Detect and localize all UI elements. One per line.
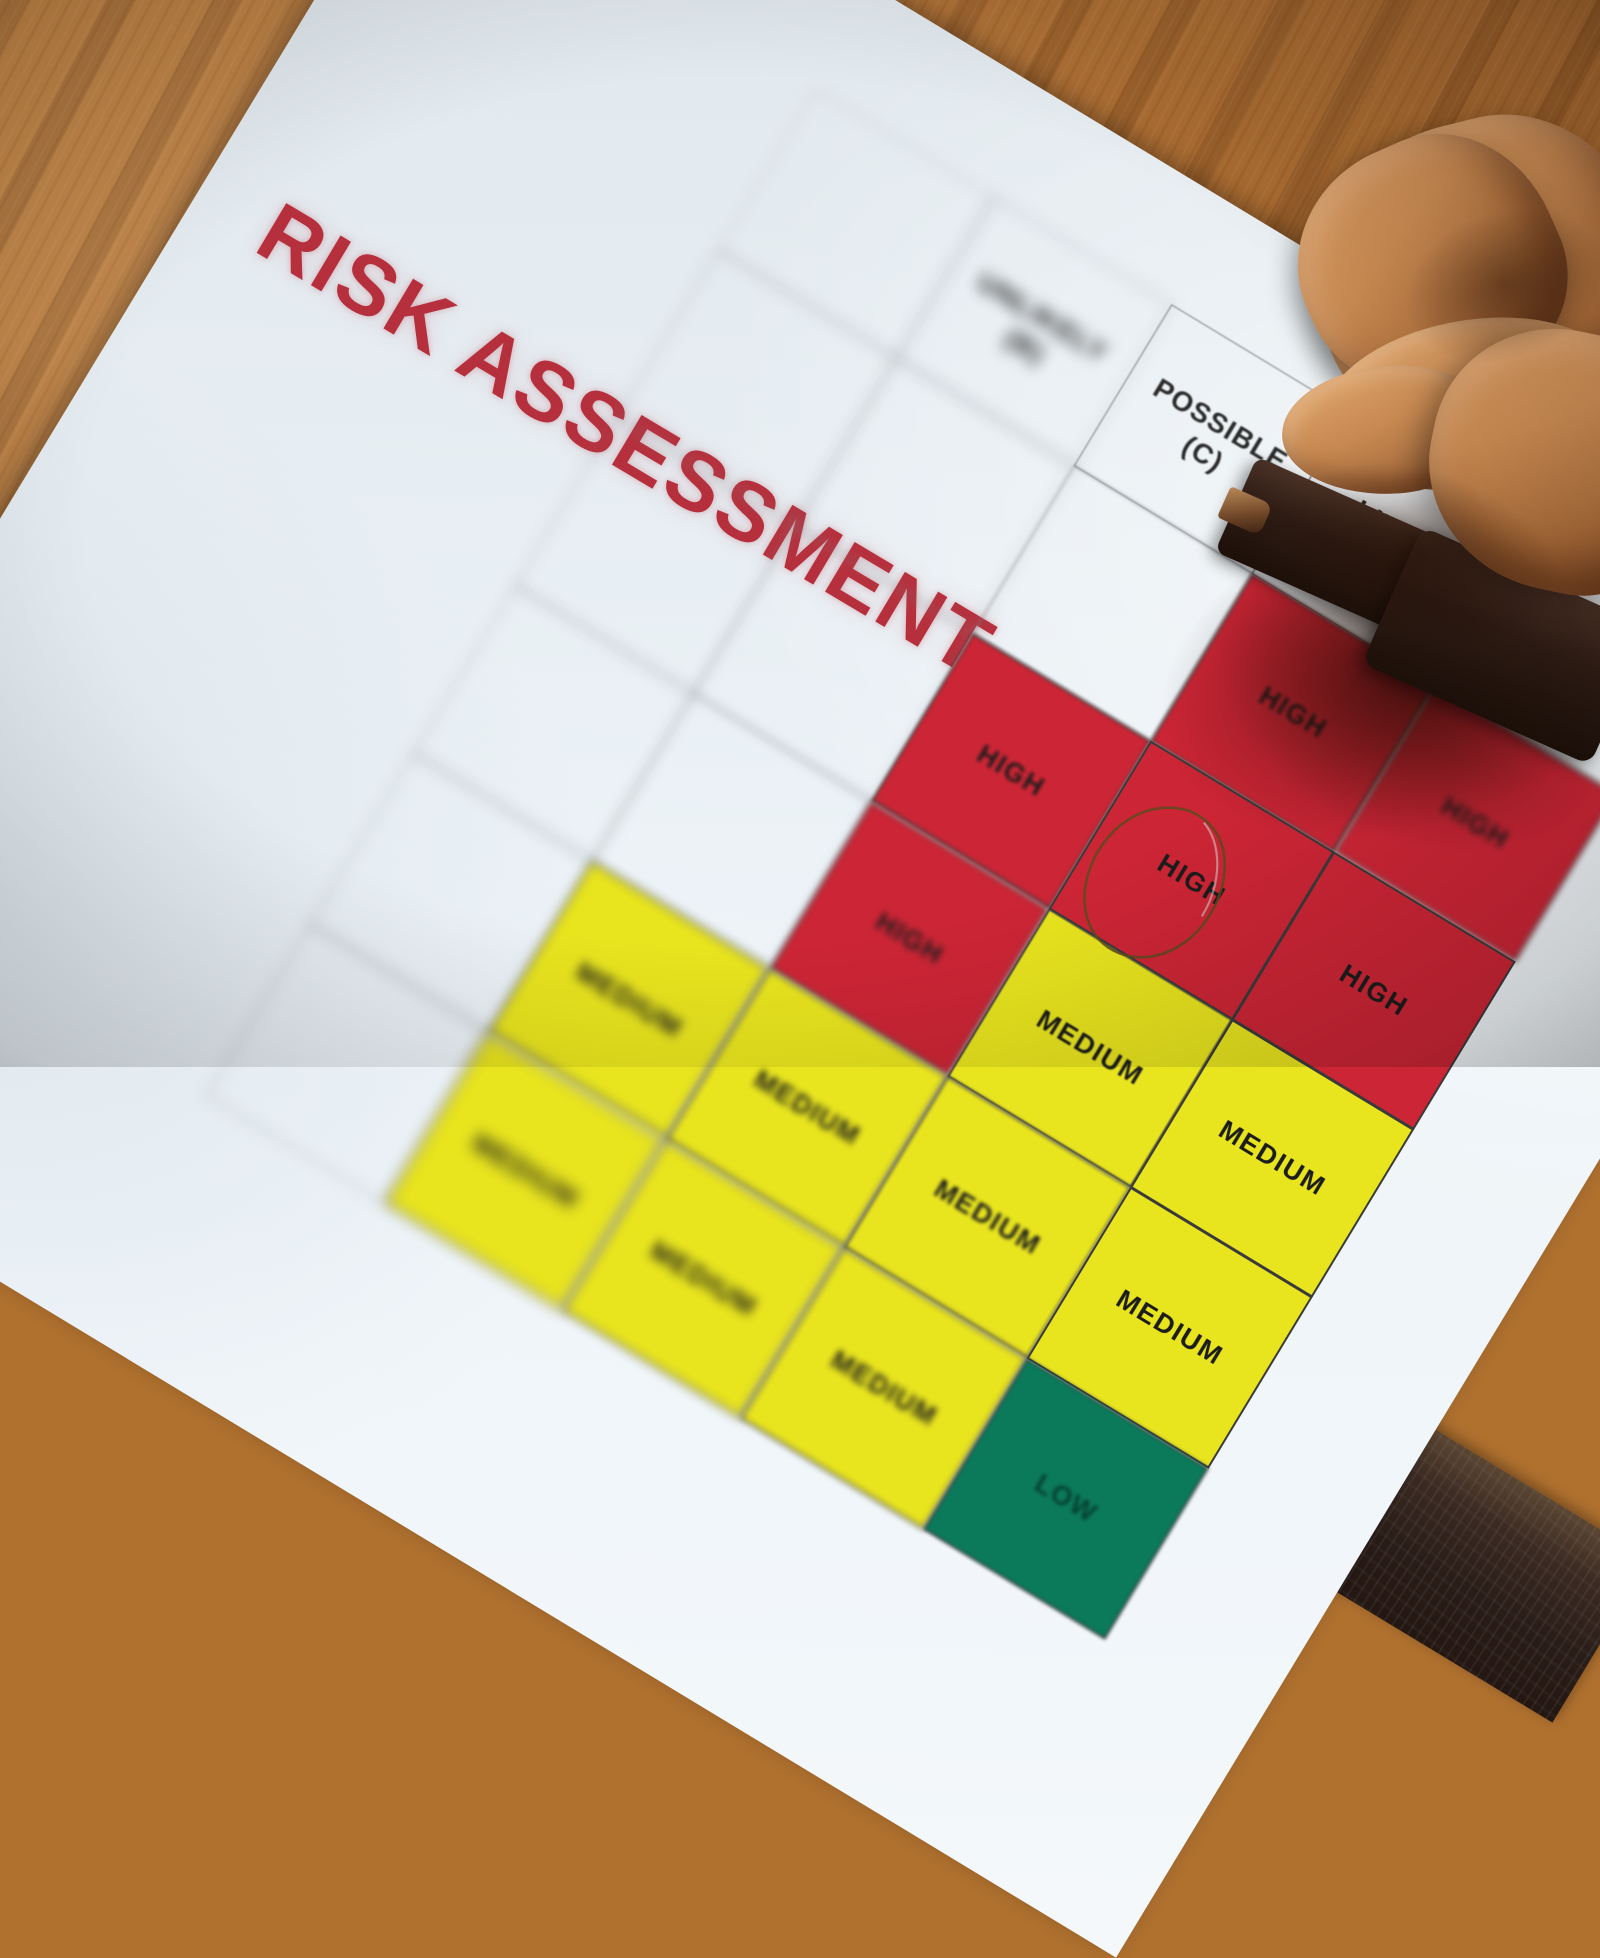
paper-plane: RISK ASSESSMENT UNLIKELY (B) POSSIBLE (C… bbox=[0, 0, 1600, 1958]
risk-assessment-sheet: RISK ASSESSMENT UNLIKELY (B) POSSIBLE (C… bbox=[0, 0, 1600, 1958]
